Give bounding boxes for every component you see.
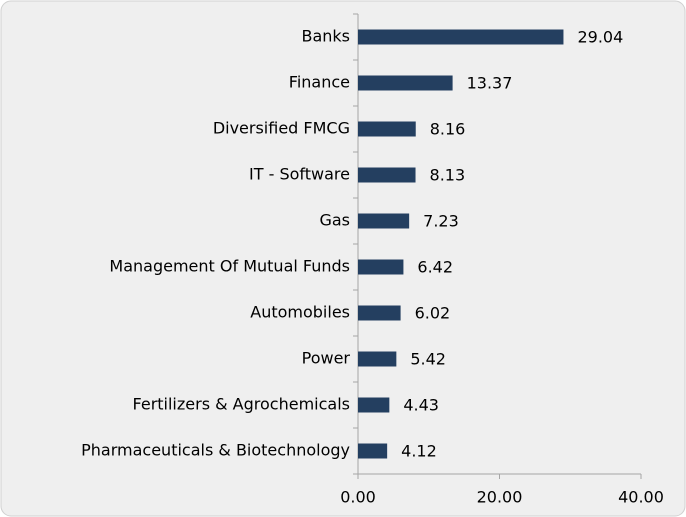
bar bbox=[358, 305, 401, 321]
x-tick-label: 0.00 bbox=[340, 488, 376, 507]
y-tick-label: Fertilizers & Agrochemicals bbox=[133, 395, 350, 414]
data-label: 6.02 bbox=[415, 304, 451, 323]
data-label: 5.42 bbox=[410, 350, 446, 369]
y-tick-label: IT - Software bbox=[249, 165, 350, 184]
bar bbox=[358, 213, 410, 229]
y-tick-label: Gas bbox=[319, 211, 350, 230]
y-tick-label: Automobiles bbox=[250, 303, 350, 322]
bar bbox=[358, 29, 564, 45]
bar bbox=[358, 443, 388, 459]
data-label: 4.12 bbox=[401, 442, 437, 461]
y-tick-label: Management Of Mutual Funds bbox=[109, 257, 350, 276]
bar bbox=[358, 351, 397, 367]
y-tick-label: Diversified FMCG bbox=[213, 119, 350, 138]
data-label: 13.37 bbox=[467, 74, 513, 93]
bar bbox=[358, 75, 453, 91]
data-label: 8.13 bbox=[430, 166, 466, 185]
y-tick-label: Banks bbox=[301, 27, 350, 46]
data-label: 4.43 bbox=[403, 396, 439, 415]
bar bbox=[358, 259, 404, 275]
data-label: 6.42 bbox=[417, 258, 453, 277]
bar bbox=[358, 397, 390, 413]
x-tick-label: 20.00 bbox=[477, 488, 523, 507]
y-tick-label: Finance bbox=[289, 73, 350, 92]
bar bbox=[358, 167, 416, 183]
data-label: 8.16 bbox=[430, 120, 466, 139]
y-tick-label: Power bbox=[302, 349, 351, 368]
bar bbox=[358, 121, 416, 137]
y-tick-label: Pharmaceuticals & Biotechnology bbox=[81, 441, 350, 460]
x-tick-label: 40.00 bbox=[618, 488, 664, 507]
data-label: 29.04 bbox=[577, 28, 623, 47]
data-label: 7.23 bbox=[423, 212, 459, 231]
